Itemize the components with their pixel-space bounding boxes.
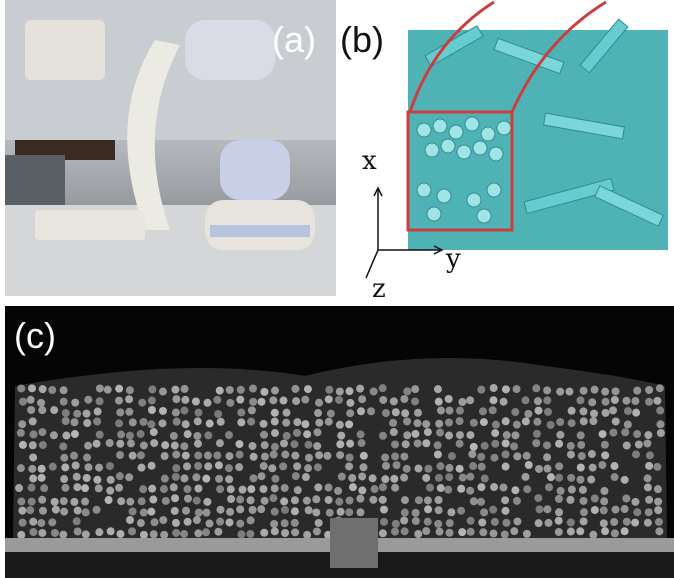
panel-label-a: (a)	[272, 19, 316, 60]
panel-label-b: (b)	[340, 19, 384, 60]
highlight-arc-right	[510, 0, 607, 113]
ct-particles	[15, 384, 665, 539]
c-arm-scanner-illustration	[5, 0, 336, 296]
axis-label-z: z	[372, 274, 386, 304]
highlight-box	[406, 110, 514, 232]
ct-cross-section-illustration	[5, 306, 674, 578]
panel-label-c: (c)	[14, 315, 56, 356]
panel-c-ct-slice	[5, 306, 674, 578]
axis-label-y: y	[446, 244, 461, 274]
highlight-arc-left	[408, 0, 495, 113]
panel-a-photo	[5, 0, 336, 296]
panel-b-rendering	[344, 0, 674, 300]
cylinder-packing-illustration	[365, 0, 668, 279]
axis-label-x: x	[362, 146, 377, 176]
